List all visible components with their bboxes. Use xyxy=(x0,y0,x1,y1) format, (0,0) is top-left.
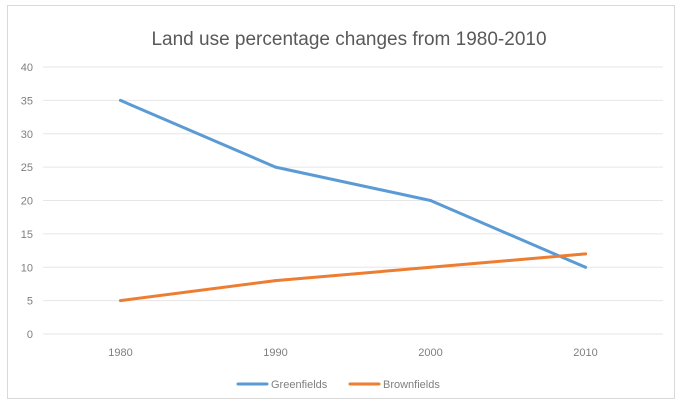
x-tick-label: 1980 xyxy=(108,347,132,359)
chart-frame xyxy=(7,5,675,399)
data-point-greenfields xyxy=(429,199,432,202)
data-point-greenfields xyxy=(274,165,277,169)
legend-label-greenfields: Greenfields xyxy=(271,379,328,391)
series-line-brownfields xyxy=(119,252,587,303)
data-point-brownfields xyxy=(274,279,277,283)
y-tick-label: 10 xyxy=(21,262,33,274)
y-tick-label: 5 xyxy=(27,296,33,308)
y-tick-label: 40 xyxy=(21,62,33,74)
x-axis-ticks: 1980 1990 2000 2010 xyxy=(108,347,597,359)
x-tick-label: 2000 xyxy=(418,347,442,359)
legend: Greenfields Brownfields xyxy=(236,379,440,391)
y-tick-label: 25 xyxy=(21,162,33,174)
y-axis-ticks: 0 5 10 15 20 25 30 35 40 xyxy=(21,62,33,341)
series-lines xyxy=(119,98,587,303)
series-line-greenfields xyxy=(119,98,587,269)
data-point-greenfields xyxy=(119,98,122,102)
data-point-greenfields xyxy=(584,265,587,269)
y-tick-label: 0 xyxy=(27,329,33,341)
y-tick-label: 20 xyxy=(21,196,33,208)
gridlines xyxy=(43,66,663,335)
data-point-brownfields xyxy=(429,265,432,269)
x-tick-label: 1990 xyxy=(263,347,287,359)
data-point-brownfields xyxy=(119,299,122,303)
y-tick-label: 30 xyxy=(21,129,33,141)
legend-label-brownfields: Brownfields xyxy=(383,379,440,391)
chart-title: Land use percentage changes from 1980-20… xyxy=(151,29,546,50)
y-tick-label: 15 xyxy=(21,229,33,241)
x-tick-label: 2010 xyxy=(573,347,597,359)
y-tick-label: 35 xyxy=(21,95,33,107)
data-point-brownfields xyxy=(584,252,587,256)
